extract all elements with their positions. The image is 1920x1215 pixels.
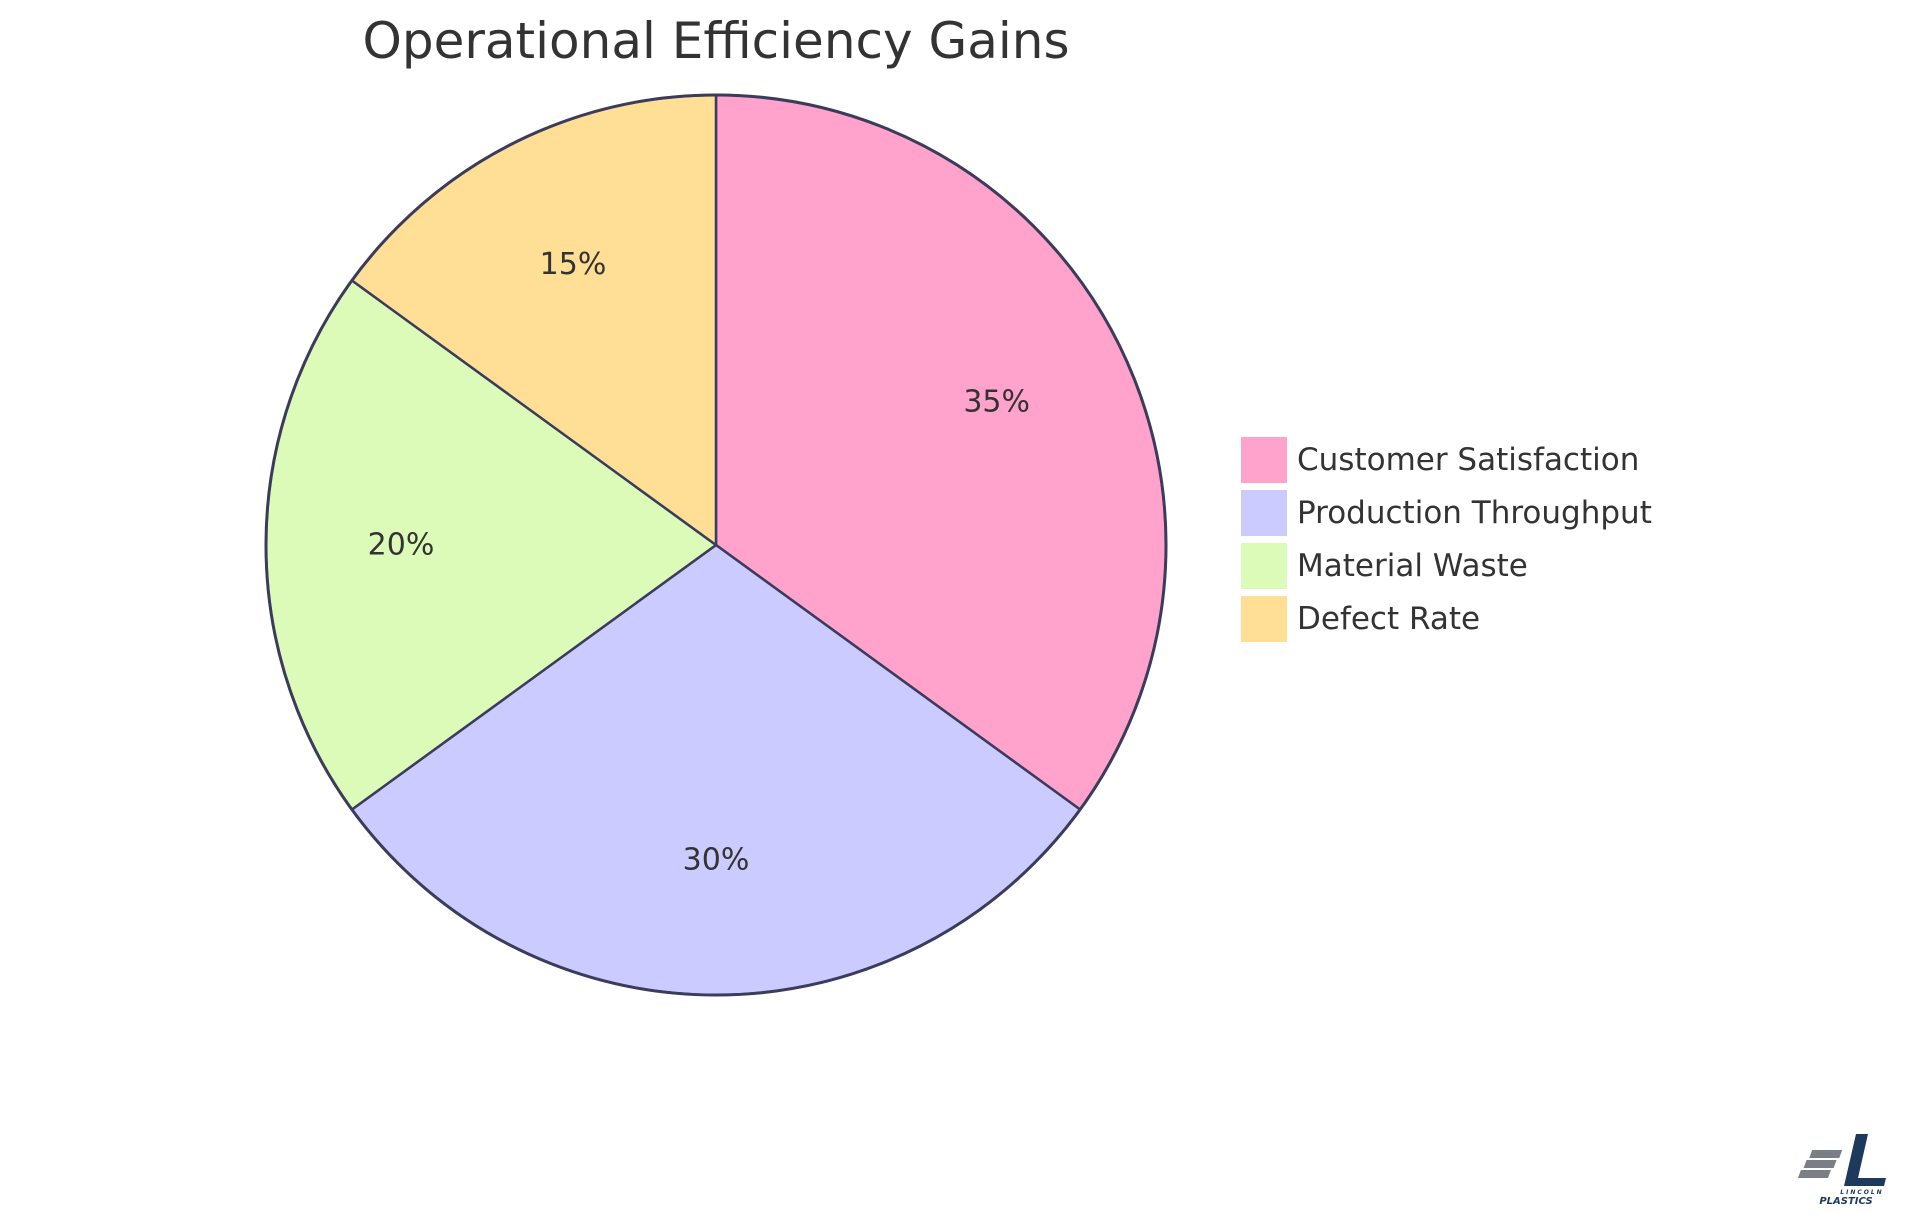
legend-label-material-waste: Material Waste [1297,548,1528,584]
legend-label-defect-rate: Defect Rate [1297,601,1480,637]
legend-swatch-material-waste [1241,543,1287,589]
slice-label-production-throughput: 30% [683,843,750,878]
slice-label-defect-rate: 15% [540,247,607,282]
legend-label-customer-satisfaction: Customer Satisfaction [1297,442,1639,478]
logo-bar-1 [1809,1150,1843,1158]
legend: Customer Satisfaction Production Throughp… [1241,437,1652,642]
slice-label-customer-satisfaction: 35% [963,384,1030,419]
legend-swatch-defect-rate [1241,596,1287,642]
legend-label-production-throughput: Production Throughput [1297,495,1652,531]
logo-bar-2 [1803,1160,1837,1168]
logo-line2: PLASTICS [1819,1196,1872,1207]
pie-outline [264,93,1168,997]
lincoln-plastics-logo: LINCOLN PLASTICS [1797,1134,1886,1207]
logo-l-shape [1844,1134,1886,1186]
pie-slices [264,93,1168,997]
slice-label-material-waste: 20% [368,528,435,563]
chart-title: Operational Efficiency Gains [362,12,1069,70]
pie-slice-labels: 35% 30% 20% 15% [368,247,1030,878]
legend-swatch-production-throughput [1241,490,1287,536]
legend-swatch-customer-satisfaction [1241,437,1287,483]
logo-bar-3 [1797,1170,1831,1178]
logo-line1: LINCOLN [1840,1189,1883,1196]
